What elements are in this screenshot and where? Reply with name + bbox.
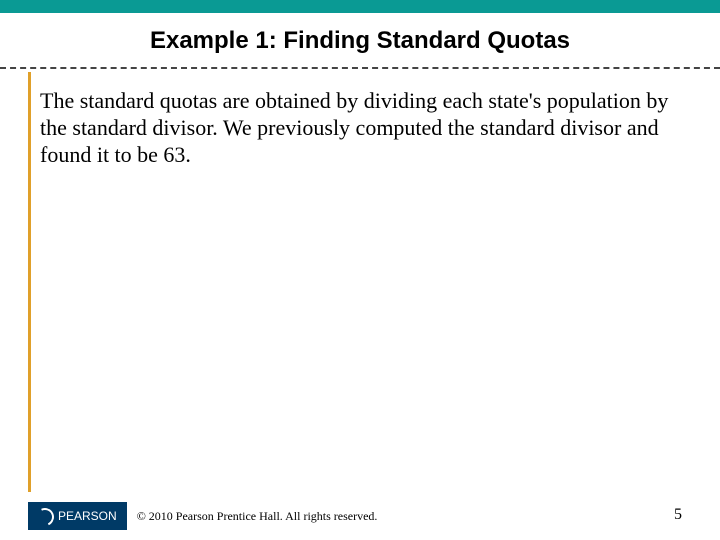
left-vertical-rule bbox=[28, 72, 31, 492]
copyright-text: © 2010 Pearson Prentice Hall. All rights… bbox=[137, 509, 378, 524]
header-accent-bar bbox=[0, 0, 720, 13]
body-paragraph: The standard quotas are obtained by divi… bbox=[40, 88, 680, 168]
dashed-divider bbox=[0, 67, 720, 69]
pearson-logo-text: PEARSON bbox=[58, 509, 117, 523]
footer: PEARSON © 2010 Pearson Prentice Hall. Al… bbox=[0, 492, 720, 540]
pearson-swoosh-icon bbox=[36, 508, 52, 524]
slide-title: Example 1: Finding Standard Quotas bbox=[0, 13, 720, 67]
page-number: 5 bbox=[674, 506, 682, 524]
pearson-logo: PEARSON bbox=[28, 502, 127, 530]
